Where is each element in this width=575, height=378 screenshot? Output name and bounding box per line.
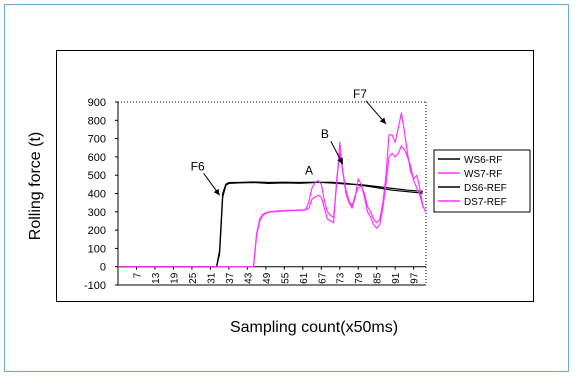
series-line-ws6-rf bbox=[118, 181, 423, 268]
plot-area bbox=[117, 101, 427, 286]
series-line-ds7-ref bbox=[118, 141, 427, 268]
x-axis-label: Sampling count(x50ms) bbox=[230, 319, 398, 336]
y-tick-label: 900 bbox=[88, 97, 106, 109]
x-tick-label: 49 bbox=[262, 272, 273, 284]
x-tick-label: 67 bbox=[317, 272, 328, 284]
annotation-label-a: A bbox=[305, 163, 313, 177]
y-axis-label: Rolling force (t) bbox=[27, 132, 44, 240]
y-tick-label: 0 bbox=[100, 262, 106, 274]
axis-ticks: -100 0 100 200 300 400 500 600 700 800 900 7 13 19 25 3… bbox=[84, 97, 421, 292]
legend: WS6-RF WS7-RF DS6-REF DS7-REF bbox=[433, 149, 531, 213]
y-tick-label: 700 bbox=[88, 134, 106, 146]
annotation-label-f7: F7 bbox=[353, 87, 367, 101]
legend-item-label: WS6-RF bbox=[464, 155, 502, 166]
legend-item-label: DS7-REF bbox=[464, 197, 507, 208]
annotation-arrowhead-f7 bbox=[379, 117, 386, 124]
series-line-ds6-ref bbox=[118, 181, 423, 268]
x-tick-label: 37 bbox=[225, 272, 236, 284]
annotations: F6 A B F7 bbox=[191, 87, 387, 196]
annotation-arrowhead-b bbox=[337, 157, 343, 165]
x-tick-label: 19 bbox=[169, 272, 180, 284]
x-tick-label: 25 bbox=[188, 272, 199, 284]
x-tick-label: 85 bbox=[373, 272, 384, 284]
y-tick-label: -100 bbox=[84, 280, 106, 292]
x-tick-label: 13 bbox=[151, 272, 162, 284]
y-tick-label: 400 bbox=[88, 189, 106, 201]
legend-box bbox=[433, 149, 531, 213]
x-tick-label: 73 bbox=[336, 272, 347, 284]
figure-frame bbox=[4, 4, 569, 372]
y-tick-label: 300 bbox=[88, 207, 106, 219]
series-line-ws7-rf bbox=[118, 112, 427, 268]
y-tick-label: 500 bbox=[88, 170, 106, 182]
y-tick-label: 100 bbox=[88, 243, 106, 255]
annotation-label-f6: F6 bbox=[191, 159, 205, 173]
annotation-label-b: B bbox=[321, 127, 329, 141]
x-tick-label: 55 bbox=[280, 272, 291, 284]
legend-item-label: DS6-REF bbox=[464, 183, 507, 194]
y-tick-label: 800 bbox=[88, 115, 106, 127]
x-tick-label: 31 bbox=[206, 272, 217, 284]
legend-item-label: WS7-RF bbox=[464, 169, 502, 180]
x-tick-label: 43 bbox=[243, 272, 254, 284]
x-tick-label: 7 bbox=[132, 272, 143, 278]
x-tick-label: 61 bbox=[299, 272, 310, 284]
x-tick-label: 91 bbox=[391, 272, 402, 284]
x-tick-label: 97 bbox=[410, 272, 421, 284]
x-tick-label: 79 bbox=[354, 272, 365, 284]
y-tick-label: 600 bbox=[88, 152, 106, 164]
annotation-arrowhead-f6 bbox=[213, 188, 220, 196]
y-tick-label: 200 bbox=[88, 225, 106, 237]
series-lines bbox=[118, 112, 427, 268]
